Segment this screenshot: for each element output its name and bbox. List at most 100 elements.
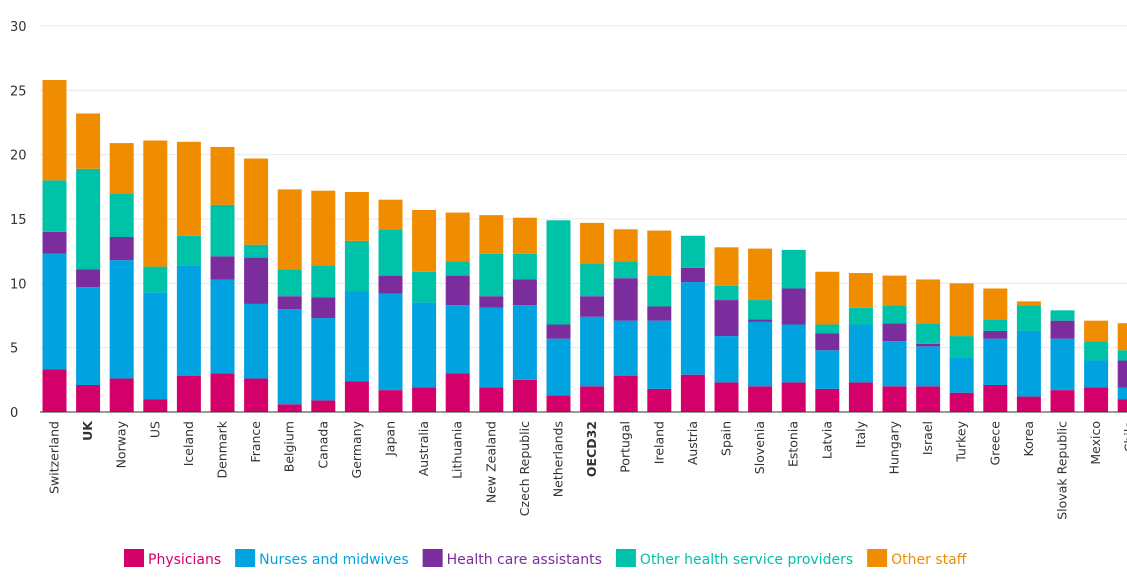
bar-segment-other-health-service-providers	[143, 266, 168, 293]
bar-segment-nurses-and-midwives	[479, 307, 504, 388]
bar-segment-nurses-and-midwives	[176, 265, 201, 376]
bar-segment-health-care-assistants	[714, 300, 739, 337]
legend-swatch	[124, 549, 144, 567]
bar-segment-other-health-service-providers	[580, 264, 605, 297]
bar-segment-physicians	[714, 382, 739, 412]
bar-segment-other-staff	[580, 222, 605, 265]
x-axis-tick-labels: Switzerland UK Norway US Iceland Denmark Franc…	[47, 420, 1127, 520]
x-tick-label: Korea	[1021, 421, 1036, 456]
bar-segment-other-staff	[949, 283, 974, 337]
bar-segment-nurses-and-midwives	[1016, 330, 1041, 397]
bar-segment-physicians	[781, 382, 806, 412]
bar-stack-ireland	[647, 230, 672, 412]
bar-segment-nurses-and-midwives	[76, 287, 101, 385]
legend-item-physicians: Physicians	[124, 549, 221, 568]
bar-segment-health-care-assistants	[244, 257, 269, 304]
bar-segment-other-health-service-providers	[714, 285, 739, 301]
bar-segment-health-care-assistants	[76, 269, 101, 288]
bar-segment-physicians	[882, 386, 907, 412]
bar-segment-health-care-assistants	[546, 324, 571, 339]
bar-stack-switzerland	[42, 80, 67, 412]
bar-segment-nurses-and-midwives	[714, 336, 739, 383]
y-tick-label: 30	[10, 20, 27, 35]
legend-label: Physicians	[148, 552, 221, 568]
bar-segment-other-staff	[42, 80, 67, 181]
bar-segment-health-care-assistants	[748, 319, 773, 322]
bar-segment-health-care-assistants	[277, 296, 302, 310]
bar-segment-physicians	[176, 375, 201, 412]
bar-segment-health-care-assistants	[445, 275, 470, 306]
bar-stack-netherlands	[546, 220, 571, 412]
bar-segment-other-health-service-providers	[412, 271, 437, 303]
legend-item-other-staff: Other staff	[867, 549, 967, 568]
bar-stack-japan	[378, 199, 403, 412]
legend-swatch	[867, 549, 888, 567]
bar-segment-nurses-and-midwives	[1050, 338, 1075, 391]
bar-segment-other-health-service-providers	[42, 180, 67, 232]
bar-segment-other-health-service-providers	[647, 275, 672, 307]
bar-stack-chile	[1117, 323, 1127, 412]
bar-segment-other-health-service-providers	[109, 193, 134, 238]
bar-segment-physicians	[848, 382, 873, 412]
y-tick-label: 20	[10, 149, 27, 164]
bar-segment-other-health-service-providers	[680, 235, 705, 268]
x-tick-label: Japan	[383, 421, 398, 457]
x-tick-label: Slovak Republic	[1055, 421, 1070, 520]
bar-segment-other-health-service-providers	[344, 240, 369, 292]
x-tick-label: Austria	[685, 421, 700, 465]
bar-stack-us	[143, 140, 168, 412]
bar-segment-nurses-and-midwives	[882, 341, 907, 387]
bar-segment-other-health-service-providers	[983, 319, 1008, 331]
bar-stack-austria	[680, 235, 705, 412]
bar-segment-physicians	[311, 400, 336, 412]
bar-stack-mexico	[1084, 320, 1109, 412]
bar-segment-nurses-and-midwives	[311, 318, 336, 401]
x-tick-label: Belgium	[282, 421, 297, 472]
bar-segment-other-health-service-providers	[546, 220, 571, 325]
x-tick-label: Iceland	[181, 421, 196, 466]
x-tick-label: Spain	[719, 421, 734, 456]
bar-segment-other-staff	[848, 273, 873, 308]
bar-segment-nurses-and-midwives	[781, 324, 806, 383]
x-tick-label: Estonia	[786, 421, 801, 467]
bar-segment-other-health-service-providers	[378, 229, 403, 276]
bar-segment-other-staff	[882, 275, 907, 306]
x-tick-label: US	[147, 421, 162, 438]
bar-stack-canada	[311, 190, 336, 412]
bar-segment-health-care-assistants	[916, 343, 941, 347]
bar-segment-nurses-and-midwives	[378, 293, 403, 391]
x-tick-label: Canada	[315, 421, 330, 469]
bar-segment-other-health-service-providers	[244, 244, 269, 258]
bar-segment-physicians	[210, 373, 235, 412]
bar-segment-nurses-and-midwives	[949, 357, 974, 393]
bar-segment-other-health-service-providers	[277, 269, 302, 297]
bar-segment-other-staff	[445, 212, 470, 262]
bar-segment-health-care-assistants	[42, 231, 67, 254]
bar-segment-other-staff	[613, 229, 638, 262]
bar-segment-nurses-and-midwives	[680, 282, 705, 375]
bar-segment-other-health-service-providers	[512, 253, 537, 280]
bar-segment-health-care-assistants	[210, 256, 235, 280]
bar-stack-oecd32	[580, 222, 605, 412]
bar-segment-other-staff	[815, 271, 840, 325]
legend-swatch	[235, 549, 256, 567]
bar-segment-nurses-and-midwives	[109, 260, 134, 379]
x-tick-label: New Zealand	[483, 421, 498, 503]
y-tick-label: 10	[10, 277, 27, 292]
bar-segment-physicians	[143, 399, 168, 412]
x-tick-label: Czech Republic	[517, 421, 532, 516]
bar-stack-turkey	[949, 283, 974, 412]
legend-label: Other staff	[891, 552, 967, 568]
bar-stack-slovenia	[748, 248, 773, 412]
x-tick-label: Latvia	[819, 421, 834, 459]
bar-segment-physicians	[1050, 390, 1075, 412]
bar-stack-italy	[848, 273, 873, 412]
bar-segment-health-care-assistants	[680, 267, 705, 283]
bar-stack-spain	[714, 247, 739, 412]
x-tick-label: Greece	[987, 421, 1002, 466]
x-tick-label: Germany	[349, 420, 364, 478]
bar-segment-other-health-service-providers	[176, 235, 201, 266]
legend-label: Nurses and midwives	[259, 552, 409, 568]
bar-segment-nurses-and-midwives	[848, 324, 873, 383]
legend-swatch	[615, 549, 636, 567]
